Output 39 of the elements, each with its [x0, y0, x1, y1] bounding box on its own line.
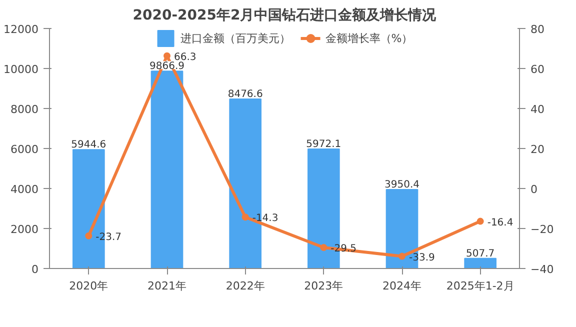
- y-tick-label: 6000: [10, 143, 39, 156]
- y2-tick-label: −40: [530, 263, 554, 276]
- bar: [150, 70, 184, 268]
- x-tick-label: 2024年: [382, 280, 422, 292]
- point: [320, 244, 328, 251]
- data-label: 507.7: [466, 248, 495, 260]
- y2-tick-label: 80: [530, 23, 544, 36]
- data-label: 5944.6: [71, 140, 106, 151]
- y-tick-label: 4000: [10, 183, 39, 196]
- y2-tick-label: 20: [530, 143, 544, 156]
- y2-tick-label: −20: [530, 223, 554, 236]
- x-tick-label: 2020年: [69, 280, 108, 292]
- bar: [464, 258, 496, 268]
- point: [85, 232, 92, 240]
- x-tick-label: 2021年: [148, 280, 187, 292]
- chart-title: 2020-2025年2月中国钻石进口金额及增长情况: [132, 6, 438, 24]
- data-label: 8476.6: [228, 88, 263, 100]
- data-label: 66.3: [174, 52, 196, 63]
- legend-label: 进口金额（百万美元）: [180, 30, 290, 46]
- legend-label: 金额增长率（%）: [325, 30, 413, 46]
- y-tick-label: 8000: [10, 103, 39, 116]
- data-label: 3950.4: [384, 179, 420, 190]
- data-label: 9866.9: [150, 61, 185, 72]
- point: [242, 214, 249, 221]
- y2-tick-label: 40: [530, 103, 544, 116]
- y-tick-label: 2000: [10, 223, 39, 236]
- y-tick-label: 0: [32, 263, 38, 276]
- point: [164, 52, 170, 60]
- point: [476, 218, 484, 225]
- point: [398, 252, 406, 260]
- y2-tick-label: 0: [530, 183, 538, 196]
- x-tick-label: 2022年: [226, 280, 265, 292]
- y-tick-label: 10000: [4, 63, 39, 76]
- x-tick-label: 2025年1-2月: [446, 280, 514, 292]
- y2-tick-label: 60: [530, 63, 544, 76]
- data-label: -16.4: [487, 217, 514, 228]
- y-tick-label: 12000: [4, 23, 39, 36]
- x-tick-label: 2023年: [304, 280, 344, 292]
- data-label: 5972.1: [306, 139, 342, 150]
